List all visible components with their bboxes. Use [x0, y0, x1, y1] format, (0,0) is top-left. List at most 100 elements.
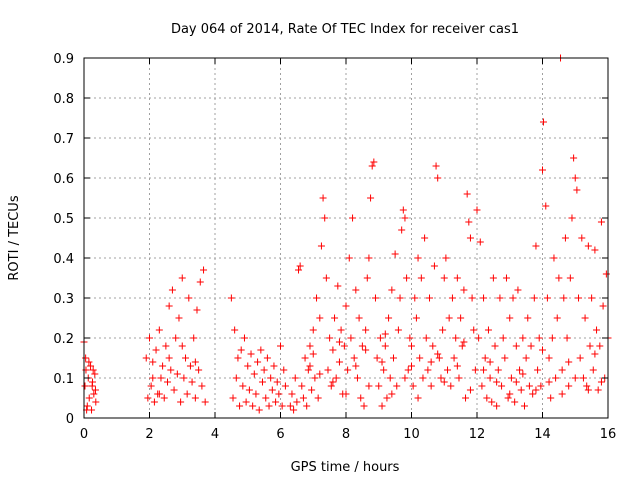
data-point — [335, 338, 343, 346]
data-point — [417, 274, 425, 282]
data-point — [484, 326, 492, 334]
data-point — [602, 270, 610, 278]
data-point — [434, 350, 442, 358]
data-point — [401, 374, 409, 382]
data-point — [182, 354, 190, 362]
data-point — [548, 334, 556, 342]
data-point — [247, 350, 255, 358]
data-point — [150, 398, 158, 406]
data-point — [365, 254, 373, 262]
data-point — [458, 342, 466, 350]
data-point — [534, 366, 542, 374]
data-point — [353, 374, 361, 382]
data-point — [388, 286, 396, 294]
axis-ticks: 0 2 4 6 8 10 12 14 16 0 0.1 0.2 0.3 0.4 0.5 0.6 0.7 0.8 0.… — [53, 52, 616, 442]
data-point — [571, 374, 579, 382]
data-point — [82, 354, 90, 362]
data-point — [516, 366, 524, 374]
data-point — [180, 374, 188, 382]
data-point — [388, 390, 396, 398]
data-point — [486, 358, 494, 366]
data-point — [239, 382, 247, 390]
data-point — [144, 394, 152, 402]
data-point — [565, 382, 573, 390]
data-point — [511, 398, 519, 406]
data-point — [411, 294, 419, 302]
data-point — [342, 302, 350, 310]
x-tick-label: 14 — [534, 427, 551, 442]
data-points — [80, 54, 612, 414]
y-tick-label: 0.1 — [53, 372, 74, 387]
data-point — [560, 294, 568, 302]
data-point — [142, 354, 150, 362]
data-point — [168, 286, 176, 294]
data-point — [476, 238, 484, 246]
data-point — [488, 398, 496, 406]
data-point — [355, 314, 363, 322]
data-point — [344, 366, 352, 374]
data-point — [496, 294, 504, 302]
data-point — [249, 402, 257, 410]
data-point — [362, 346, 370, 354]
data-point — [448, 294, 456, 302]
data-point — [262, 394, 270, 402]
data-point — [254, 358, 262, 366]
data-point — [306, 342, 314, 350]
data-point — [191, 358, 199, 366]
data-point — [167, 366, 175, 374]
data-point — [455, 374, 463, 382]
data-point — [439, 326, 447, 334]
data-point — [512, 342, 520, 350]
data-point — [573, 186, 581, 194]
data-point — [198, 382, 206, 390]
data-point — [89, 366, 97, 374]
data-point — [520, 402, 528, 410]
data-point — [244, 362, 252, 370]
data-point — [378, 402, 386, 410]
data-point — [227, 294, 235, 302]
data-point — [200, 266, 208, 274]
data-point — [268, 386, 276, 394]
data-point — [178, 342, 186, 350]
x-tick-label: 4 — [211, 427, 219, 442]
data-point — [295, 266, 303, 274]
data-point — [466, 234, 474, 242]
data-point — [555, 274, 563, 282]
data-point — [160, 394, 168, 402]
x-tick-label: 12 — [469, 427, 486, 442]
data-point — [579, 374, 587, 382]
data-point — [177, 398, 185, 406]
data-point — [465, 218, 473, 226]
data-point — [393, 382, 401, 390]
data-point — [90, 390, 98, 398]
data-point — [460, 286, 468, 294]
data-point — [175, 314, 183, 322]
data-point — [421, 234, 429, 242]
data-point — [566, 274, 574, 282]
data-point — [358, 342, 366, 350]
data-point — [453, 362, 461, 370]
data-point — [389, 354, 397, 362]
x-tick-label: 6 — [276, 427, 284, 442]
data-point — [519, 334, 527, 342]
data-point — [231, 326, 239, 334]
data-point — [570, 154, 578, 162]
data-point — [584, 386, 592, 394]
data-point — [539, 346, 546, 354]
data-point — [201, 398, 209, 406]
data-point — [365, 382, 373, 390]
data-point — [470, 326, 478, 334]
data-point — [273, 378, 281, 386]
data-point — [435, 354, 443, 362]
data-point — [293, 398, 301, 406]
data-point — [432, 162, 440, 170]
data-point — [234, 354, 242, 362]
data-point — [309, 326, 317, 334]
data-point — [473, 206, 481, 214]
data-point — [242, 398, 250, 406]
y-tick-label: 0.8 — [53, 92, 74, 107]
data-point — [257, 346, 265, 354]
data-point — [561, 234, 569, 242]
data-point — [332, 374, 340, 382]
